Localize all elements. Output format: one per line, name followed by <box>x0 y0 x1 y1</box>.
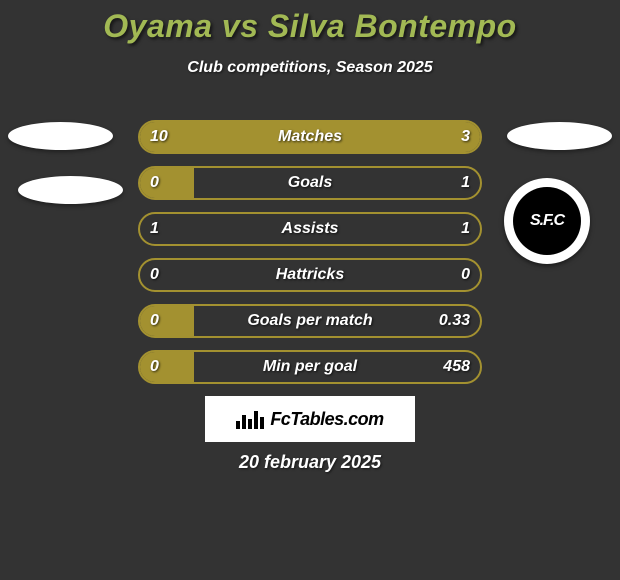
chart-icon <box>236 409 264 429</box>
bar-value-left: 1 <box>150 214 159 244</box>
bar-row: 0 0Hattricks <box>138 258 482 292</box>
sfc-badge-label: S.F.C <box>513 187 581 255</box>
bar-value-left: 0 <box>150 352 159 382</box>
bar-row: 1 1Assists <box>138 212 482 246</box>
bar-value-left: 0 <box>150 260 159 290</box>
bar-value-right: 0 <box>461 260 470 290</box>
team-badge-left-1 <box>8 122 113 150</box>
bar-value-right: 0.33 <box>439 306 470 336</box>
comparison-bars: 103Matches01Goals11Assists00Hattricks00.… <box>138 120 482 396</box>
bar-value-right: 1 <box>461 168 470 198</box>
bar-row: 0458Min per goal <box>138 350 482 384</box>
bar-value-right: 458 <box>443 352 470 382</box>
bar-value-left: 10 <box>150 122 168 152</box>
watermark: FcTables.com <box>205 396 415 442</box>
team-badge-sfc: S.F.C <box>504 178 590 264</box>
date-label: 20 february 2025 <box>0 452 620 473</box>
page-title: Oyama vs Silva Bontempo <box>0 0 620 45</box>
team-badge-left-2 <box>18 176 123 204</box>
bar-fill-left <box>140 122 402 152</box>
bar-fill-left <box>140 306 194 336</box>
team-badge-right-1 <box>507 122 612 150</box>
bar-value-left: 0 <box>150 306 159 336</box>
bar-value-left: 0 <box>150 168 159 198</box>
bar-row: 01Goals <box>138 166 482 200</box>
bar-fill-left <box>140 352 194 382</box>
subtitle: Club competitions, Season 2025 <box>0 59 620 77</box>
bar-value-right: 1 <box>461 214 470 244</box>
bar-value-right: 3 <box>461 122 470 152</box>
bar-label: Assists <box>140 214 480 244</box>
bar-label: Hattricks <box>140 260 480 290</box>
watermark-text: FcTables.com <box>270 409 383 430</box>
bar-row: 00.33Goals per match <box>138 304 482 338</box>
bar-fill-left <box>140 168 194 198</box>
bar-row: 103Matches <box>138 120 482 154</box>
